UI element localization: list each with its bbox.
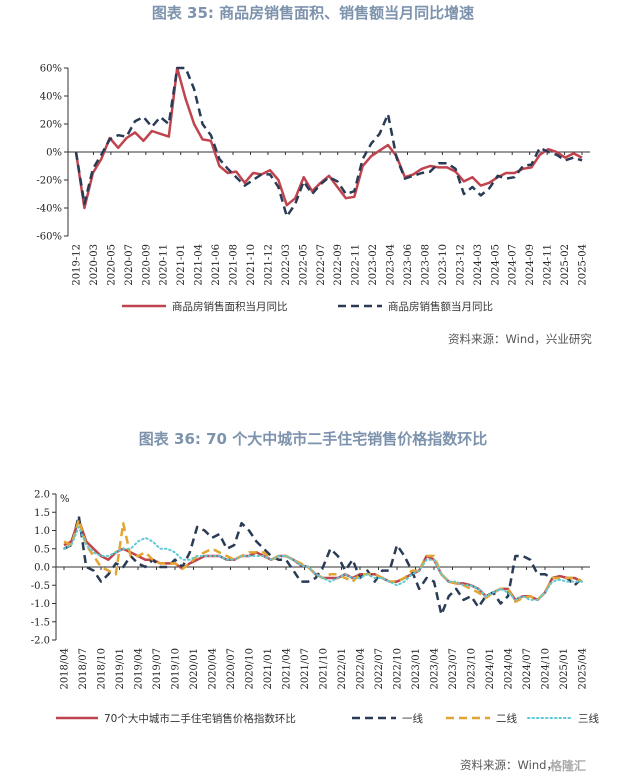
x-tick-label: 2022/10 (393, 648, 404, 690)
x-tick-label: 2024-05 (490, 244, 501, 286)
x-tick-label: 2018/10 (97, 648, 108, 690)
series-line-0 (63, 518, 583, 602)
y-tick-label: 0% (46, 148, 62, 159)
x-tick-label: 2023-12 (455, 244, 466, 286)
x-tick-label: 2021-08 (229, 244, 240, 286)
chart2-lines (63, 514, 583, 616)
x-tick-label: 2019/10 (171, 648, 182, 690)
y-tick-label: -1.0 (31, 599, 50, 610)
chart2-title: 图表 36: 70 个大中城市二手住宅销售价格指数环比 (138, 430, 488, 448)
x-tick-label: 2024/10 (541, 648, 552, 690)
x-tick-label: 2020/04 (208, 648, 219, 690)
legend-label-3: 三线 (578, 712, 599, 725)
chart1-axes: 60% 40% 20% 0% -20% -40% -60% 2019-12 2020-03 202… (36, 64, 590, 286)
x-tick-label: 2024-11 (543, 244, 554, 286)
x-tick-label: 2023/10 (467, 648, 478, 690)
y-tick-label: 40% (40, 92, 62, 103)
watermark: 格隆汇 (550, 759, 587, 773)
x-tick-label: 2021-10 (246, 244, 257, 286)
x-tick-label: 2020/07 (226, 648, 237, 690)
x-tick-label: 2024-03 (473, 244, 484, 286)
legend-label-1: 商品房销售额当月同比 (388, 300, 493, 313)
chart2-legend: 70个大中城市二手住宅销售价格指数环比 一线 二线 三线 (56, 712, 599, 725)
x-tick-label: 2022-05 (298, 244, 309, 286)
chart2-axes: 2.0 1.5 1.0 0.5 0.0 -0.5 -1.0 -1.5 -2.0% 2018/04 2… (31, 490, 590, 690)
legend-label-2: 二线 (496, 712, 517, 725)
y-tick-label: -40% (36, 204, 62, 215)
x-tick-label: 2024/07 (522, 648, 533, 690)
x-tick-label: 2019/04 (134, 648, 145, 690)
y-tick-label: 1.0 (34, 526, 50, 537)
x-tick-label: 2023-08 (420, 244, 431, 286)
x-tick-label: 2022/07 (374, 648, 385, 690)
x-tick-label: 2021-12 (263, 244, 274, 286)
x-tick-label: 2024/04 (504, 648, 515, 690)
x-tick-label: 2022/04 (356, 648, 367, 690)
x-tick-label: 2018/04 (60, 648, 71, 690)
y-tick-label: -60% (36, 232, 62, 243)
y-tick-label: -2.0 (31, 636, 50, 647)
chart1-source: 资料来源：Wind，兴业研究 (448, 332, 592, 346)
x-tick-label: 2021-06 (211, 244, 222, 286)
y-tick-label: -20% (36, 176, 62, 187)
series-line-1 (63, 514, 583, 616)
chart1-lines (74, 66, 583, 218)
x-tick-label: 2025-02 (560, 244, 571, 286)
x-tick-label: 2019/07 (152, 648, 163, 690)
y-tick-label: 0.5 (34, 544, 50, 555)
chart1-title: 图表 35: 商品房销售面积、销售额当月同比增速 (151, 4, 475, 22)
x-tick-label: 2022-11 (351, 244, 362, 286)
x-tick-label: 2025/01 (559, 648, 570, 690)
chart2-source: 资料来源：Wind， (460, 758, 558, 772)
x-tick-label: 2019-12 (72, 244, 83, 286)
legend-label-0: 商品房销售面积当月同比 (172, 300, 288, 313)
x-tick-label: 2024-09 (525, 244, 536, 286)
x-tick-label: 2023/04 (430, 648, 441, 690)
y-tick-label: 2.0 (34, 490, 50, 501)
x-tick-label: 2020-05 (106, 244, 117, 286)
x-tick-label: 2022/01 (337, 648, 348, 690)
x-tick-label: 2024/01 (485, 648, 496, 690)
legend-label-0: 70个大中城市二手住宅销售价格指数环比 (104, 712, 296, 725)
x-tick-label: 2022-03 (281, 244, 292, 286)
x-tick-label: 2021/07 (300, 648, 311, 690)
x-tick-label: 2023-10 (438, 244, 449, 286)
legend-label-1: 一线 (402, 712, 423, 725)
y-tick-label: 1.5 (34, 508, 50, 519)
y-tick-label: -1.5 (31, 617, 50, 628)
y-unit-label: % (60, 494, 70, 505)
x-tick-label: 2018/07 (78, 648, 89, 690)
x-tick-label: 2025/04 (578, 648, 589, 690)
chart1-svg: 60% 40% 20% 0% -20% -40% -60% 2019-12 2020-03 202… (36, 64, 590, 313)
x-tick-label: 2019/01 (115, 648, 126, 690)
x-tick-label: 2023-06 (403, 244, 414, 286)
y-tick-label: 0.0 (34, 563, 50, 574)
x-tick-label: 2021/10 (319, 648, 330, 690)
y-tick-label: -0.5 (31, 581, 50, 592)
y-tick-label: 60% (40, 64, 62, 75)
series-line-1 (74, 66, 583, 218)
x-tick-label: 2020-03 (89, 244, 100, 286)
x-tick-label: 2023-04 (386, 244, 397, 286)
x-tick-label: 2020-09 (141, 244, 152, 286)
x-tick-label: 2023-02 (368, 244, 379, 286)
x-tick-label: 2023/01 (411, 648, 422, 690)
x-tick-label: 2021/01 (263, 648, 274, 690)
x-tick-label: 2020-07 (124, 244, 135, 286)
chart1-legend: 商品房销售面积当月同比 商品房销售额当月同比 (122, 300, 493, 313)
x-tick-label: 2022-09 (333, 244, 344, 286)
x-tick-label: 2021-01 (176, 244, 187, 286)
x-tick-label: 2024-07 (508, 244, 519, 286)
x-tick-label: 2020/10 (245, 648, 256, 690)
x-tick-label: 2021/04 (282, 648, 293, 690)
x-tick-label: 2025-04 (578, 244, 589, 286)
x-tick-label: 2020/01 (189, 648, 200, 690)
x-tick-label: 2020-11 (159, 244, 170, 286)
x-tick-label: 2023/07 (448, 648, 459, 690)
y-tick-label: 20% (40, 120, 62, 131)
x-tick-label: 2022-07 (316, 244, 327, 286)
series-line-3 (63, 525, 583, 601)
x-tick-label: 2021-04 (194, 244, 205, 286)
